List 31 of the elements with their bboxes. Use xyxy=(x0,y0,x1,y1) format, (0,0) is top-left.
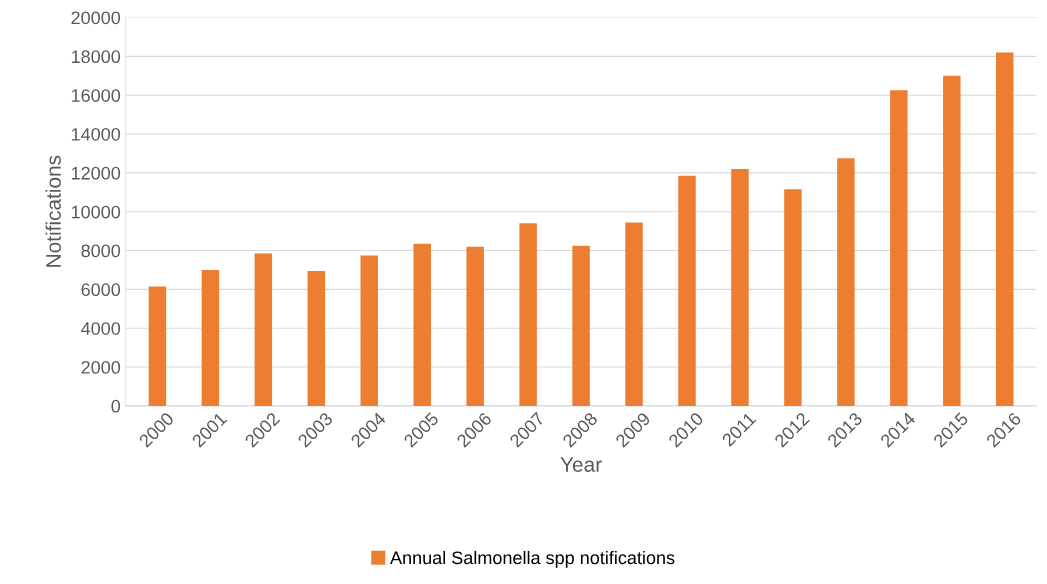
y-tick-label: 18000 xyxy=(71,50,121,64)
bar xyxy=(201,269,220,406)
x-axis-title: Year xyxy=(560,457,602,472)
bar xyxy=(360,255,378,406)
bar xyxy=(307,270,326,406)
y-tick-label: 8000 xyxy=(81,244,121,258)
y-axis-title: Notifications xyxy=(45,155,61,267)
y-tick-label: 14000 xyxy=(71,127,121,141)
y-tick-label: 10000 xyxy=(71,205,121,219)
bar xyxy=(148,286,167,406)
bar xyxy=(678,175,696,406)
bar xyxy=(731,168,749,406)
y-tick-label: 0 xyxy=(111,399,121,413)
bar xyxy=(996,52,1014,406)
bar xyxy=(572,245,590,406)
y-tick-label: 12000 xyxy=(71,166,121,180)
y-tick-label: 4000 xyxy=(81,322,121,335)
legend-label: Annual Salmonella spp notifications xyxy=(390,550,675,568)
bar xyxy=(254,253,273,406)
bar xyxy=(466,246,484,406)
bar xyxy=(943,75,961,406)
bar xyxy=(413,243,431,406)
y-tick-label: 2000 xyxy=(81,360,121,374)
bar xyxy=(890,90,908,406)
y-tick-label: 16000 xyxy=(71,89,121,102)
bar xyxy=(519,223,537,406)
bar xyxy=(784,189,802,406)
bar xyxy=(837,158,855,406)
y-tick-label: 6000 xyxy=(81,283,121,297)
y-tick-label: 20000 xyxy=(71,11,121,25)
bar xyxy=(625,222,643,406)
